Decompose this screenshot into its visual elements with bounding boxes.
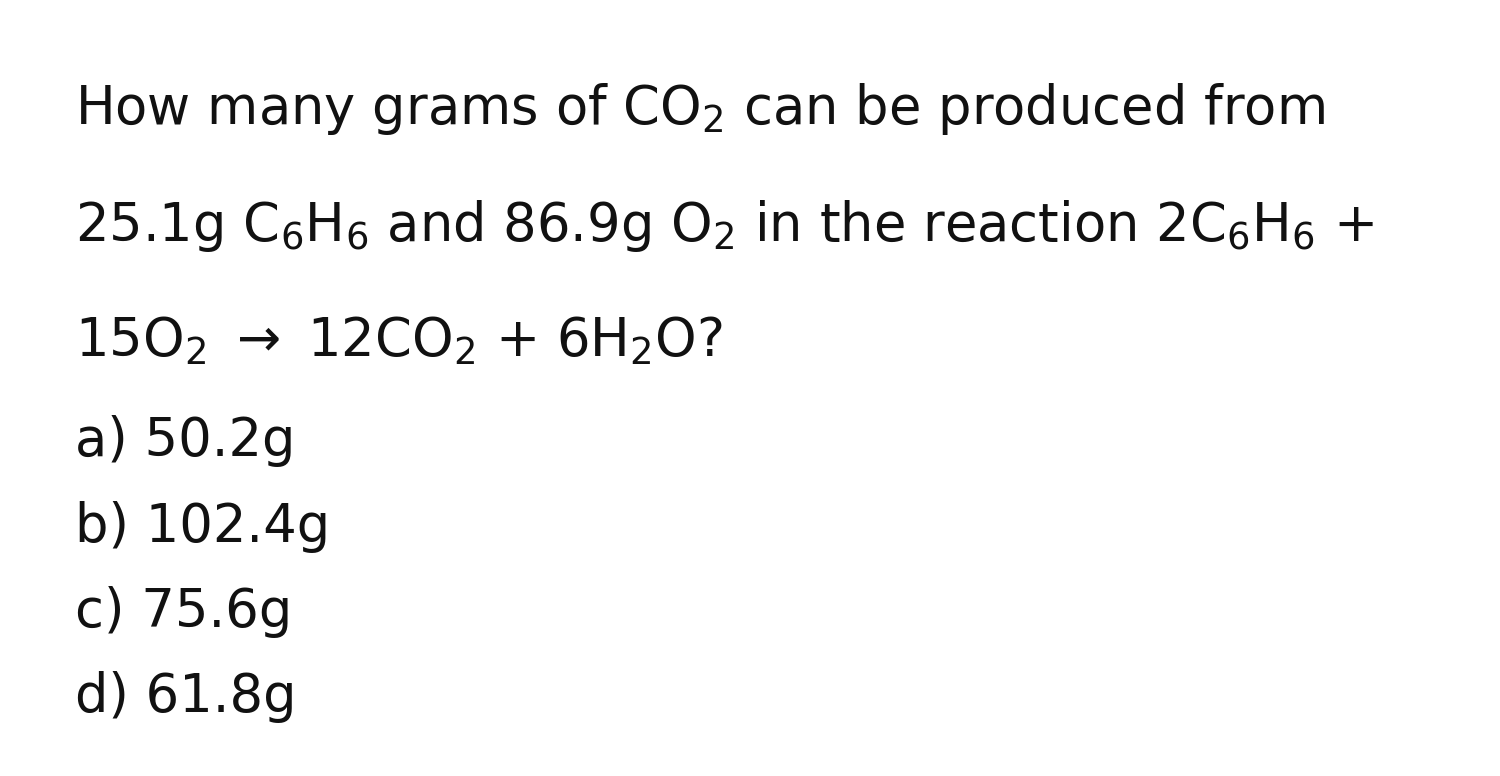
Text: d) 61.8g: d) 61.8g	[75, 671, 297, 723]
Text: a) 50.2g: a) 50.2g	[75, 415, 296, 467]
Text: c) 75.6g: c) 75.6g	[75, 586, 292, 638]
Text: How many grams of CO$_2$ can be produced from: How many grams of CO$_2$ can be produced…	[75, 81, 1324, 137]
Text: 25.1g C$_6$H$_6$ and 86.9g O$_2$ in the reaction 2C$_6$H$_6$ +: 25.1g C$_6$H$_6$ and 86.9g O$_2$ in the …	[75, 198, 1374, 254]
Text: b) 102.4g: b) 102.4g	[75, 501, 330, 553]
Text: 15O$_2$ $\rightarrow$ 12CO$_2$ + 6H$_2$O?: 15O$_2$ $\rightarrow$ 12CO$_2$ + 6H$_2$O…	[75, 314, 723, 367]
